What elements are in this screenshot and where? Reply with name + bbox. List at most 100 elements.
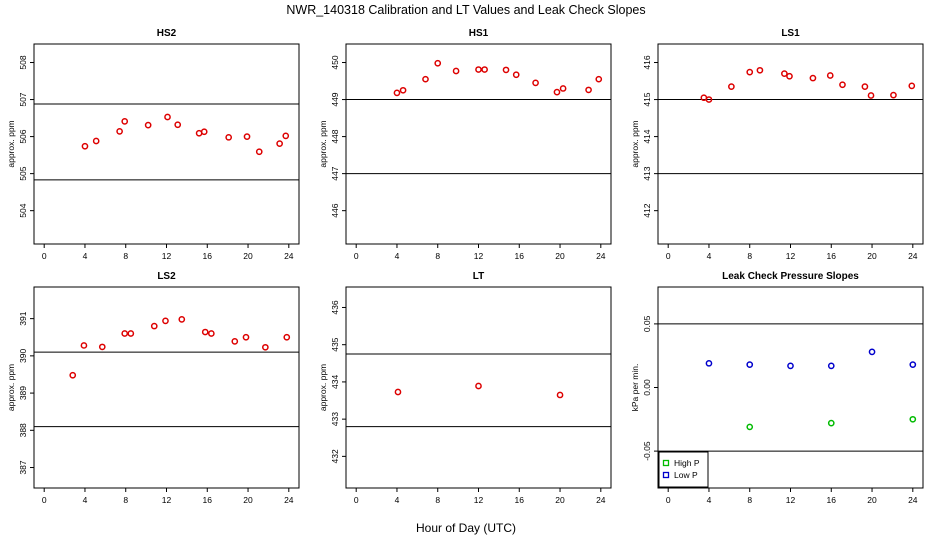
x-tick-label: 0 bbox=[666, 495, 671, 505]
data-point bbox=[861, 83, 869, 90]
data-point bbox=[585, 86, 592, 94]
y-tick-label: 413 bbox=[642, 166, 652, 180]
data-point bbox=[890, 91, 897, 99]
data-point bbox=[827, 362, 835, 370]
data-point bbox=[81, 142, 89, 150]
y-axis-label: approx. ppm bbox=[318, 120, 328, 167]
panel-title: Leak Check Pressure Slopes bbox=[722, 271, 859, 282]
x-tick-label: 4 bbox=[395, 495, 400, 505]
figure-title: NWR_140318 Calibration and LT Values and… bbox=[286, 3, 645, 17]
data-point bbox=[243, 133, 251, 140]
x-tick-label: 16 bbox=[203, 251, 213, 261]
x-tick-label: 4 bbox=[83, 251, 88, 261]
data-point bbox=[746, 361, 754, 368]
x-tick-label: 8 bbox=[123, 251, 128, 261]
data-point bbox=[144, 121, 152, 129]
x-tick-label: 0 bbox=[42, 495, 47, 505]
data-point bbox=[231, 337, 239, 345]
panel-title: LT bbox=[473, 271, 484, 282]
y-tick-label: 433 bbox=[330, 412, 340, 426]
data-point bbox=[116, 128, 123, 135]
x-tick-label: 16 bbox=[515, 251, 525, 261]
data-point bbox=[705, 96, 713, 103]
x-tick-label: 8 bbox=[435, 495, 440, 505]
data-point bbox=[512, 71, 520, 79]
legend-label: Low P bbox=[674, 470, 698, 480]
y-tick-label: 505 bbox=[18, 166, 28, 180]
data-point bbox=[178, 316, 186, 323]
x-tick-label: 4 bbox=[707, 251, 712, 261]
data-point bbox=[705, 359, 713, 367]
x-tick-label: 4 bbox=[707, 495, 712, 505]
data-point bbox=[262, 343, 269, 351]
data-point bbox=[756, 66, 764, 74]
data-point bbox=[276, 140, 283, 147]
y-axis-label: approx. ppm bbox=[630, 120, 640, 167]
y-tick-label: 435 bbox=[330, 337, 340, 351]
y-axis-label: approx. ppm bbox=[318, 364, 328, 411]
data-point bbox=[200, 128, 208, 136]
data-point bbox=[225, 133, 233, 141]
x-tick-label: 12 bbox=[162, 251, 172, 261]
panel-title: LS2 bbox=[157, 271, 176, 282]
data-point bbox=[826, 72, 834, 79]
chart-panel-ls1: LS1 0 4 8 12 16 20 24 412 413 414 415 416 approx. ppm bbox=[630, 28, 924, 261]
data-point bbox=[839, 81, 846, 89]
panel-title: LS1 bbox=[781, 28, 800, 39]
x-tick-label: 4 bbox=[395, 251, 400, 261]
x-tick-label: 16 bbox=[515, 495, 525, 505]
x-tick-label: 12 bbox=[162, 495, 172, 505]
y-tick-label: 0.05 bbox=[642, 315, 652, 332]
x-tick-label: 24 bbox=[908, 251, 918, 261]
data-point bbox=[908, 82, 916, 90]
data-point bbox=[121, 330, 129, 337]
x-tick-label: 20 bbox=[555, 251, 565, 261]
x-tick-label: 20 bbox=[243, 251, 253, 261]
y-tick-label: 507 bbox=[18, 92, 28, 106]
data-point bbox=[399, 86, 407, 94]
y-tick-label: 412 bbox=[642, 203, 652, 217]
x-tick-label: 12 bbox=[786, 495, 796, 505]
x-tick-label: 16 bbox=[827, 495, 837, 505]
data-point bbox=[80, 342, 88, 349]
data-point bbox=[121, 118, 129, 125]
data-point bbox=[174, 121, 182, 129]
data-point bbox=[827, 419, 835, 427]
data-point bbox=[868, 348, 876, 356]
y-tick-label: 448 bbox=[330, 129, 340, 143]
y-tick-label: 391 bbox=[18, 311, 28, 325]
data-point bbox=[69, 371, 77, 379]
y-tick-label: 508 bbox=[18, 55, 28, 69]
y-axis-label: approx. ppm bbox=[6, 364, 16, 411]
y-tick-label: 504 bbox=[18, 203, 28, 217]
data-point bbox=[809, 74, 817, 82]
x-tick-label: 8 bbox=[747, 251, 752, 261]
chart-panel-leak: Leak Check Pressure Slopes 0 4 8 12 16 20 24 -0.… bbox=[630, 271, 924, 505]
x-tick-label: 24 bbox=[908, 495, 918, 505]
plot-frame bbox=[345, 286, 612, 489]
chart-panel-ls2: LS2 0 4 8 12 16 20 24 387 388 389 390 391 approx. ppm bbox=[6, 271, 300, 505]
legend-label: High P bbox=[674, 458, 700, 468]
x-tick-label: 20 bbox=[867, 495, 877, 505]
data-point bbox=[787, 362, 794, 370]
x-tick-label: 0 bbox=[354, 495, 359, 505]
data-point bbox=[150, 322, 158, 330]
y-axis-label: approx. ppm bbox=[6, 120, 16, 167]
data-point bbox=[282, 132, 290, 140]
data-point bbox=[452, 67, 460, 75]
y-axis-label: kPa per min. bbox=[630, 364, 640, 412]
x-tick-label: 20 bbox=[867, 251, 877, 261]
x-tick-label: 12 bbox=[786, 251, 796, 261]
y-tick-label: 415 bbox=[642, 92, 652, 106]
panel-title: HS1 bbox=[469, 28, 489, 39]
data-point bbox=[746, 423, 754, 431]
data-point bbox=[728, 83, 735, 90]
x-tick-label: 16 bbox=[203, 495, 213, 505]
chart-panel-hs1: HS1 0 4 8 12 16 20 24 446 447 448 449 450 approx. ppm bbox=[318, 28, 612, 261]
data-point bbox=[475, 66, 482, 73]
plot-frame bbox=[33, 286, 300, 489]
x-tick-label: 4 bbox=[83, 495, 88, 505]
x-tick-label: 8 bbox=[747, 495, 752, 505]
data-point bbox=[434, 59, 442, 67]
